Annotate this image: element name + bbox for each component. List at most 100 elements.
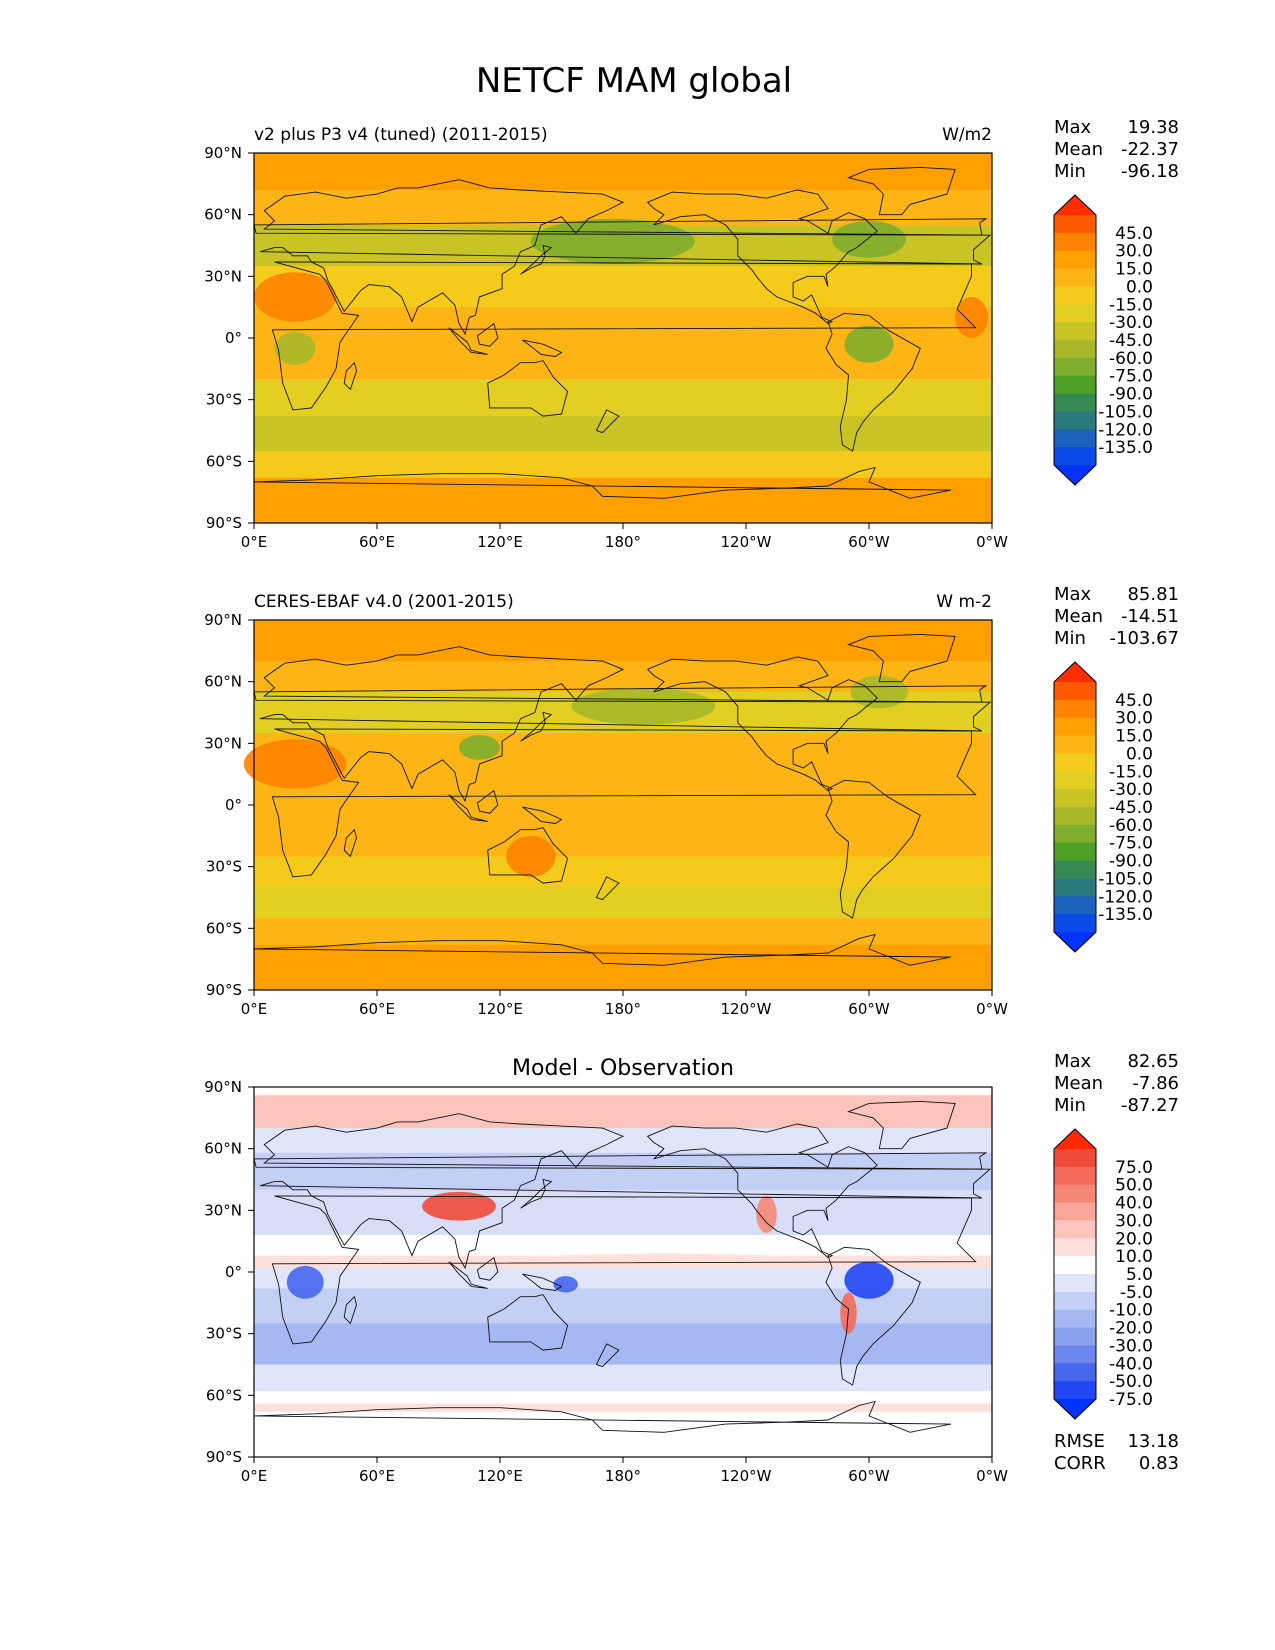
lon-tick-label: 120°W [721, 533, 772, 551]
colorbar-segment [1054, 268, 1096, 287]
coastline [253, 685, 988, 703]
colorbar-segment [1054, 789, 1096, 808]
map-plot-area [253, 1087, 992, 1458]
stat-value-min: -87.27 [1121, 1095, 1179, 1116]
colorbar-label: -60.0 [1109, 349, 1153, 369]
field-band [254, 477, 992, 524]
coastline [476, 322, 499, 347]
colorbar-extend-max [1054, 662, 1096, 682]
stat-value-min: -96.18 [1121, 161, 1179, 182]
lat-tick-label: 30°S [206, 391, 242, 409]
field-anomaly [844, 325, 894, 363]
map-panel-3: 90°N 60°N 30°N 0° 30°S 60°S 90°S0°E 60°E 120°E 18… [204, 1051, 1179, 1485]
colorbar-extend-min [1054, 932, 1096, 952]
stat-value-max: 19.38 [1127, 117, 1179, 138]
stat-value-max: 82.65 [1127, 1051, 1179, 1072]
colorbar-label: -30.0 [1109, 1336, 1153, 1356]
footer-value-rmse: 13.18 [1127, 1431, 1179, 1452]
lat-tick-label: 60°S [206, 452, 242, 470]
colorbar-label: -45.0 [1109, 331, 1153, 351]
lat-tick-label: 90°S [206, 514, 242, 532]
field-anomaly [850, 675, 908, 709]
field-anomaly [530, 218, 695, 264]
coastline [271, 728, 977, 878]
colorbar-label: 20.0 [1115, 1229, 1153, 1249]
field-anomaly [459, 735, 500, 760]
field-band [254, 1095, 992, 1129]
coastline [847, 633, 956, 683]
stat-label-max: Max [1054, 584, 1092, 605]
lat-tick-label: 90°N [204, 611, 242, 629]
lon-tick-label: 120°E [477, 533, 523, 551]
colorbar-segment [1054, 1345, 1096, 1364]
lat-tick-label: 30°N [204, 734, 242, 752]
colorbar-segment [1054, 393, 1096, 412]
panel-units: W/m2 [942, 125, 992, 145]
colorbar: 45.030.015.00.0-15.0-30.0-45.0-60.0-75.0… [1053, 194, 1153, 486]
lat-tick-label: 30°N [204, 1201, 242, 1219]
coastline [825, 779, 921, 919]
field-anomaly [286, 1265, 324, 1299]
coastline [343, 361, 357, 391]
coastline [343, 828, 357, 858]
stat-value-mean: -14.51 [1121, 606, 1179, 627]
colorbar-extend-max [1054, 1129, 1096, 1149]
colorbar-segment [1054, 232, 1096, 252]
coastline [259, 179, 992, 336]
stat-value-mean: -22.37 [1121, 139, 1179, 160]
colorbar-segment [1054, 322, 1096, 341]
field-anomaly [553, 1276, 578, 1293]
field-band [254, 1391, 992, 1405]
colorbar-segment [1054, 735, 1096, 754]
lon-tick-label: 0°W [976, 533, 1008, 551]
field-band [254, 1403, 992, 1413]
field-band [254, 733, 992, 765]
colorbar-label: -105.0 [1098, 869, 1153, 889]
lat-tick-label: 90°N [204, 144, 242, 162]
coastline [825, 1246, 921, 1386]
colorbar-label: -15.0 [1109, 295, 1153, 315]
field-anomaly [520, 1253, 808, 1266]
colorbar-segment [1054, 1238, 1096, 1257]
colorbar: 75.050.040.030.020.010.05.0-5.0-10.0-20.… [1053, 1128, 1153, 1420]
coastline [476, 1256, 499, 1281]
map-panel-1: 90°N 60°N 30°N 0° 30°S 60°S 90°S0°E 60°E 120°E 18… [204, 117, 1179, 551]
colorbar-segment [1054, 1184, 1096, 1204]
panels-group: 90°N60°N30°N0°30°S60°S90°S0°E 60°E 120°E 18… [204, 117, 1179, 1485]
field-band [254, 1128, 992, 1154]
colorbar-label: 50.0 [1115, 1176, 1153, 1196]
stat-label-max: Max [1054, 1051, 1092, 1072]
colorbar-label: -105.0 [1098, 402, 1153, 422]
lon-tick-label: 60°W [848, 533, 890, 551]
lon-tick-label: 120°W [721, 1467, 772, 1485]
field-band [254, 1267, 992, 1289]
field-band [254, 1364, 992, 1392]
field-band [254, 887, 992, 919]
field-band [254, 763, 992, 857]
lon-tick-label: 60°E [359, 533, 395, 551]
colorbar-segment [1054, 1327, 1096, 1346]
lon-tick-label: 60°W [848, 1467, 890, 1485]
colorbar-label: -30.0 [1109, 313, 1153, 333]
stat-label-mean: Mean [1054, 1073, 1103, 1094]
colorbar-label: 30.0 [1115, 709, 1153, 729]
colorbar-label: -120.0 [1098, 887, 1153, 907]
stat-label-min: Min [1054, 628, 1086, 649]
coastline [595, 409, 620, 434]
colorbar-label: 0.0 [1126, 277, 1153, 297]
lon-tick-label: 60°E [359, 1000, 395, 1018]
lat-tick-label: 90°N [204, 1078, 242, 1096]
colorbar-segment [1054, 807, 1096, 826]
field-band [254, 1087, 992, 1096]
colorbar-label: -60.0 [1109, 816, 1153, 836]
field-band [254, 1235, 992, 1257]
field-anomaly [832, 220, 906, 258]
field-band [254, 856, 992, 888]
coastline [520, 244, 553, 275]
coastline [487, 827, 569, 884]
footer-label-rmse: RMSE [1054, 1431, 1105, 1452]
coastline [847, 166, 956, 216]
stat-label-mean: Mean [1054, 606, 1103, 627]
colorbar-segment [1054, 429, 1096, 448]
